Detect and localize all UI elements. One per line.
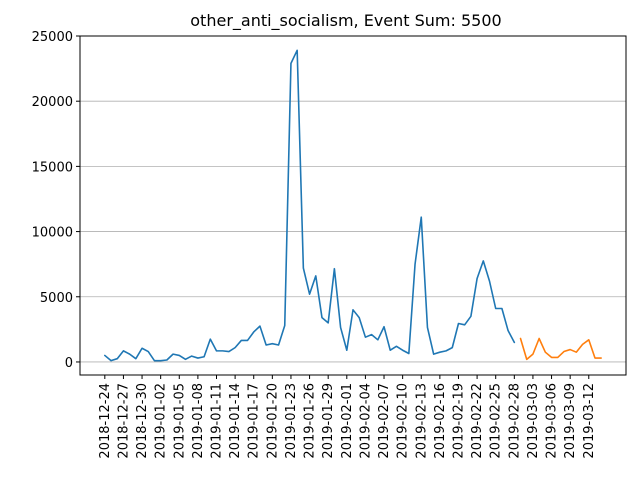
chart-title: other_anti_socialism, Event Sum: 5500 — [190, 11, 501, 31]
y-tick-label: 0 — [65, 356, 73, 371]
x-tick-label: 2019-01-11 — [210, 383, 225, 459]
series-layer — [104, 49, 602, 362]
x-tick-label: 2019-03-06 — [545, 383, 560, 459]
x-tick-label: 2019-02-07 — [377, 383, 392, 459]
x-tick-label: 2019-02-19 — [451, 383, 466, 459]
x-tick-label: 2019-01-20 — [265, 383, 280, 459]
x-tick-label: 2019-02-04 — [358, 383, 373, 459]
y-tick-label: 25000 — [32, 30, 73, 45]
x-tick-label: 2018-12-24 — [98, 383, 113, 459]
y-axis: 0 5000 10000 15000 20000 25000 — [32, 30, 80, 371]
x-tick-label: 2019-03-12 — [582, 383, 597, 459]
x-tick-label: 2019-01-29 — [321, 383, 336, 459]
x-tick-label: 2019-02-10 — [396, 383, 411, 459]
x-tick-label: 2019-01-05 — [172, 383, 187, 459]
x-tick-label: 2019-03-03 — [526, 383, 541, 459]
x-tick-label: 2019-01-17 — [247, 383, 262, 459]
x-tick-label: 2019-01-08 — [191, 383, 206, 459]
x-tick-label: 2019-01-26 — [303, 383, 318, 459]
x-tick-label: 2018-12-30 — [135, 383, 150, 459]
y-tick-label: 20000 — [32, 95, 73, 110]
series-line-2 — [519, 337, 602, 361]
x-tick-label: 2019-01-23 — [284, 383, 299, 459]
x-axis: 2018-12-24 2018-12-27 2018-12-30 2019-01-02… — [98, 375, 597, 459]
x-tick-label: 2019-02-28 — [507, 383, 522, 459]
x-tick-label: 2019-03-09 — [563, 383, 578, 459]
y-tick-label: 15000 — [32, 160, 73, 175]
x-tick-label: 2019-02-22 — [470, 383, 485, 459]
x-tick-label: 2019-02-13 — [414, 383, 429, 459]
x-tick-label: 2019-02-01 — [340, 383, 355, 459]
series-line-1 — [104, 49, 516, 362]
x-tick-label: 2019-01-02 — [154, 383, 169, 459]
x-tick-label: 2019-02-25 — [489, 383, 504, 459]
y-tick-label: 10000 — [32, 226, 73, 241]
x-tick-label: 2019-02-16 — [433, 383, 448, 459]
x-tick-label: 2019-01-14 — [228, 383, 243, 459]
plot-frame — [79, 35, 627, 376]
y-tick-label: 5000 — [40, 291, 73, 306]
x-tick-label: 2018-12-27 — [116, 383, 131, 459]
